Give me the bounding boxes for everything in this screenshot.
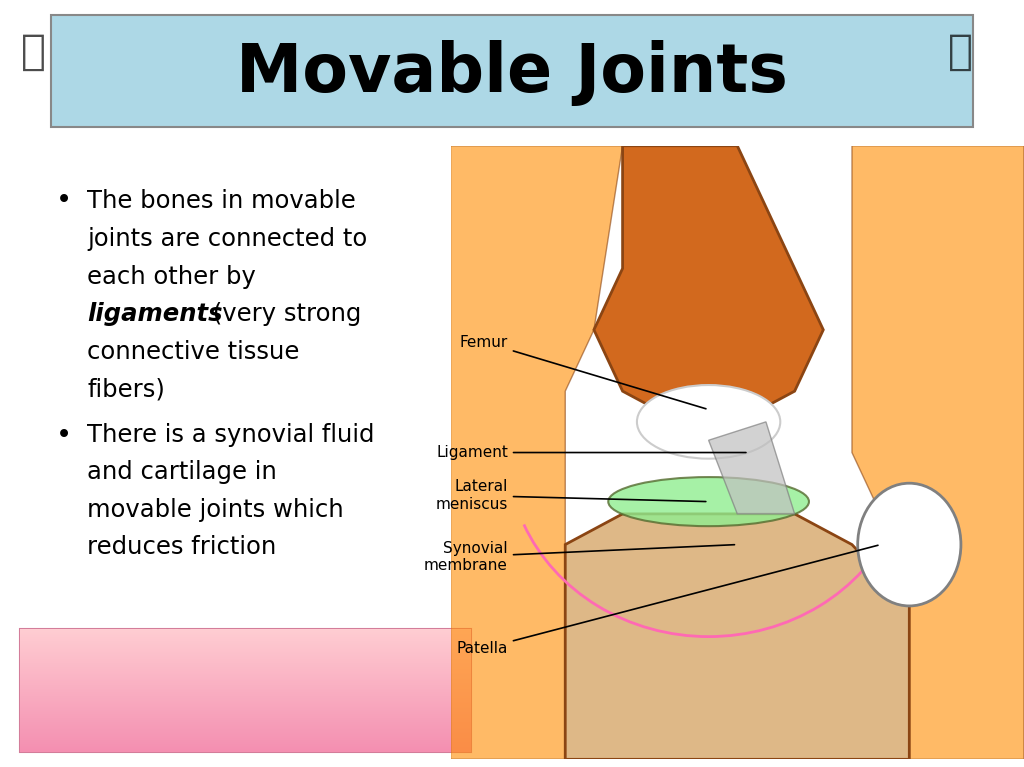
Polygon shape [852, 146, 1024, 759]
Text: movable joints which: movable joints which [87, 498, 344, 522]
Text: Lateral
meniscus: Lateral meniscus [435, 479, 706, 512]
Text: 🦴: 🦴 [948, 31, 973, 73]
Polygon shape [565, 514, 909, 759]
Text: reduces friction: reduces friction [87, 535, 276, 559]
Text: (very strong: (very strong [205, 302, 361, 326]
Text: Synovial
membrane: Synovial membrane [424, 541, 734, 573]
Text: each other by: each other by [87, 265, 256, 288]
Text: There is a synovial fluid: There is a synovial fluid [87, 423, 375, 446]
Polygon shape [594, 146, 823, 422]
Text: Patella: Patella [457, 545, 878, 657]
Text: •: • [56, 423, 73, 449]
Text: Ligament: Ligament [436, 445, 745, 460]
Text: Femur: Femur [460, 334, 706, 409]
Text: joints are connected to: joints are connected to [87, 227, 368, 251]
Text: fibers): fibers) [87, 377, 165, 401]
Text: 🦴: 🦴 [20, 31, 45, 73]
Ellipse shape [637, 385, 780, 459]
Text: connective tissue: connective tissue [87, 340, 299, 364]
FancyBboxPatch shape [20, 629, 471, 752]
Polygon shape [709, 422, 795, 514]
Text: Movable Joints: Movable Joints [237, 40, 787, 106]
Text: ligaments: ligaments [87, 302, 222, 326]
Text: The bones in movable: The bones in movable [87, 189, 355, 213]
FancyBboxPatch shape [51, 15, 973, 127]
Ellipse shape [858, 483, 961, 606]
Ellipse shape [608, 477, 809, 526]
Text: •: • [56, 188, 73, 214]
Polygon shape [451, 146, 623, 759]
Text: and cartilage in: and cartilage in [87, 460, 276, 484]
